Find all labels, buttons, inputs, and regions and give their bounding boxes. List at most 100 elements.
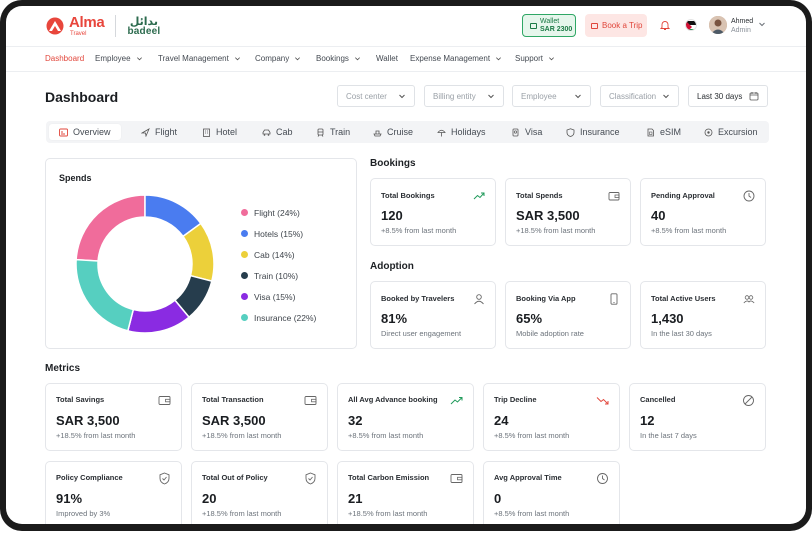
metric-value: SAR 3,500 xyxy=(202,413,266,428)
nav-dashboard[interactable]: Dashboard xyxy=(45,54,84,63)
donut-slice-flight[interactable] xyxy=(75,194,146,262)
donut-slice-visa[interactable] xyxy=(126,299,191,334)
legend-item: Cab (14%) xyxy=(241,244,316,265)
metric-subtext: +18.5% from last month xyxy=(202,431,282,440)
total-transaction-card[interactable]: Total Transaction SAR 3,500 +18.5% from … xyxy=(191,383,328,451)
cancelled-card[interactable]: Cancelled 12 In the last 7 days xyxy=(629,383,766,451)
donut-slice-insurance[interactable] xyxy=(75,258,135,332)
tab-train[interactable]: Train xyxy=(316,124,350,140)
category-tabs: Overview Flight Hotel Cab Train Cruise H… xyxy=(46,121,769,143)
tab-esim[interactable]: eSIM xyxy=(646,124,681,140)
billing-entity-select[interactable]: Billing entity xyxy=(424,85,504,107)
classification-select[interactable]: Classification xyxy=(600,85,679,107)
trend-up-icon xyxy=(450,397,463,405)
trend-up-icon xyxy=(473,192,485,200)
metric-subtext: +8.5% from last month xyxy=(348,431,424,440)
nav-label: Company xyxy=(255,54,290,63)
metric-label: Cancelled xyxy=(640,395,676,404)
avg-advance-booking-card[interactable]: All Avg Advance booking 32 +8.5% from la… xyxy=(337,383,474,451)
stat-subtext: In the last 30 days xyxy=(651,329,712,338)
total-spends-card[interactable]: Total Spends SAR 3,500 +18.5% from last … xyxy=(505,178,631,246)
language-flag-icon[interactable] xyxy=(685,19,697,31)
total-savings-card[interactable]: Total Savings SAR 3,500 +18.5% from last… xyxy=(45,383,182,451)
brand-subtitle: Travel xyxy=(70,31,87,37)
metric-label: Total Out of Policy xyxy=(202,473,268,482)
tab-holidays[interactable]: Holidays xyxy=(437,124,486,140)
book-trip-label: Book a Trip xyxy=(602,21,643,30)
legend-swatch xyxy=(241,272,248,279)
booking-via-app-card[interactable]: Booking Via App 65% Mobile adoption rate xyxy=(505,281,631,349)
filter-label: Employee xyxy=(521,91,557,101)
tab-cab[interactable]: Cab xyxy=(262,124,293,140)
total-active-users-card[interactable]: Total Active Users 1,430 In the last 30 … xyxy=(640,281,766,349)
wallet-balance-button[interactable]: Wallet SAR 2300 xyxy=(522,14,576,37)
book-trip-button[interactable]: Book a Trip xyxy=(585,14,647,37)
nav-label: Expense Management xyxy=(410,54,491,63)
user-name: Ahmed xyxy=(731,18,754,25)
stat-label: Total Active Users xyxy=(651,294,716,303)
date-range-picker[interactable]: Last 30 days xyxy=(688,85,768,107)
brand-logo[interactable]: Alma Travel بدائل badeel xyxy=(45,15,160,37)
tab-excursion[interactable]: Excursion xyxy=(704,124,758,140)
tab-label: Holidays xyxy=(451,127,486,137)
booked-by-travelers-card[interactable]: Booked by Travelers 81% Direct user enga… xyxy=(370,281,496,349)
avg-approval-time-card[interactable]: Avg Approval Time 0 +8.5% from last mont… xyxy=(483,461,620,524)
nav-label: Wallet xyxy=(376,54,398,63)
metric-value: SAR 3,500 xyxy=(56,413,120,428)
tab-label: Cruise xyxy=(387,127,414,137)
legend-swatch xyxy=(241,209,248,216)
stat-subtext: +8.5% from last month xyxy=(381,226,457,235)
compass-icon xyxy=(704,128,713,136)
shield-icon xyxy=(566,127,575,137)
app-screen: Alma Travel بدائل badeel Wallet SAR 2300… xyxy=(6,6,806,524)
chevron-down-icon xyxy=(496,57,502,61)
tab-overview[interactable]: Overview xyxy=(49,124,121,140)
employee-select[interactable]: Employee xyxy=(512,85,591,107)
legend-swatch xyxy=(241,293,248,300)
stat-value: 1,430 xyxy=(651,311,684,326)
tab-label: Insurance xyxy=(580,127,620,137)
passport-icon xyxy=(512,128,519,136)
nav-employee[interactable]: Employee xyxy=(95,54,143,63)
tab-label: eSIM xyxy=(660,127,682,137)
stat-label: Total Bookings xyxy=(381,191,435,200)
nav-bookings[interactable]: Bookings xyxy=(316,54,361,63)
notification-bell-icon[interactable] xyxy=(659,19,671,31)
sim-card-icon xyxy=(647,128,654,136)
donut-slice-cab[interactable] xyxy=(181,222,215,283)
nav-label: Bookings xyxy=(316,54,349,63)
metric-subtext: Improved by 3% xyxy=(56,509,111,518)
total-out-of-policy-card[interactable]: Total Out of Policy 20 +18.5% from last … xyxy=(191,461,328,524)
tab-flight[interactable]: Flight xyxy=(141,124,177,140)
metric-subtext: +18.5% from last month xyxy=(56,431,136,440)
nav-expense-management[interactable]: Expense Management xyxy=(410,54,502,63)
pending-approval-card[interactable]: Pending Approval 40 +8.5% from last mont… xyxy=(640,178,766,246)
tab-hotel[interactable]: Hotel xyxy=(202,124,237,140)
nav-travel-management[interactable]: Travel Management xyxy=(158,54,241,63)
policy-compliance-card[interactable]: Policy Compliance 91% Improved by 3% xyxy=(45,461,182,524)
nav-label: Dashboard xyxy=(45,54,85,63)
phone-icon xyxy=(610,293,618,305)
shield-check-icon xyxy=(305,472,316,485)
avatar[interactable] xyxy=(709,16,727,34)
trip-decline-card[interactable]: Trip Decline 24 +8.5% from last month xyxy=(483,383,620,451)
cost-center-select[interactable]: Cost center xyxy=(337,85,415,107)
tab-insurance[interactable]: Insurance xyxy=(566,124,620,140)
spends-donut-chart xyxy=(75,194,215,334)
metric-subtext: +8.5% from last month xyxy=(494,509,570,518)
total-bookings-card[interactable]: Total Bookings 120 +8.5% from last month xyxy=(370,178,496,246)
train-icon xyxy=(317,128,324,137)
nav-wallet[interactable]: Wallet xyxy=(376,54,398,63)
user-info[interactable]: Ahmed Admin xyxy=(731,17,753,35)
legend-label: Insurance (22%) xyxy=(254,312,317,323)
tab-visa[interactable]: Visa xyxy=(511,124,542,140)
filter-label: Classification xyxy=(609,91,657,101)
chevron-down-icon[interactable] xyxy=(758,20,766,28)
nav-support[interactable]: Support xyxy=(515,54,555,63)
nav-company[interactable]: Company xyxy=(255,54,301,63)
chevron-down-icon xyxy=(488,94,494,99)
legend-item: Hotels (15%) xyxy=(241,223,316,244)
total-carbon-emission-card[interactable]: Total Carbon Emission 21 +18.5% from las… xyxy=(337,461,474,524)
tab-cruise[interactable]: Cruise xyxy=(373,124,413,140)
legend-item: Insurance (22%) xyxy=(241,307,316,328)
